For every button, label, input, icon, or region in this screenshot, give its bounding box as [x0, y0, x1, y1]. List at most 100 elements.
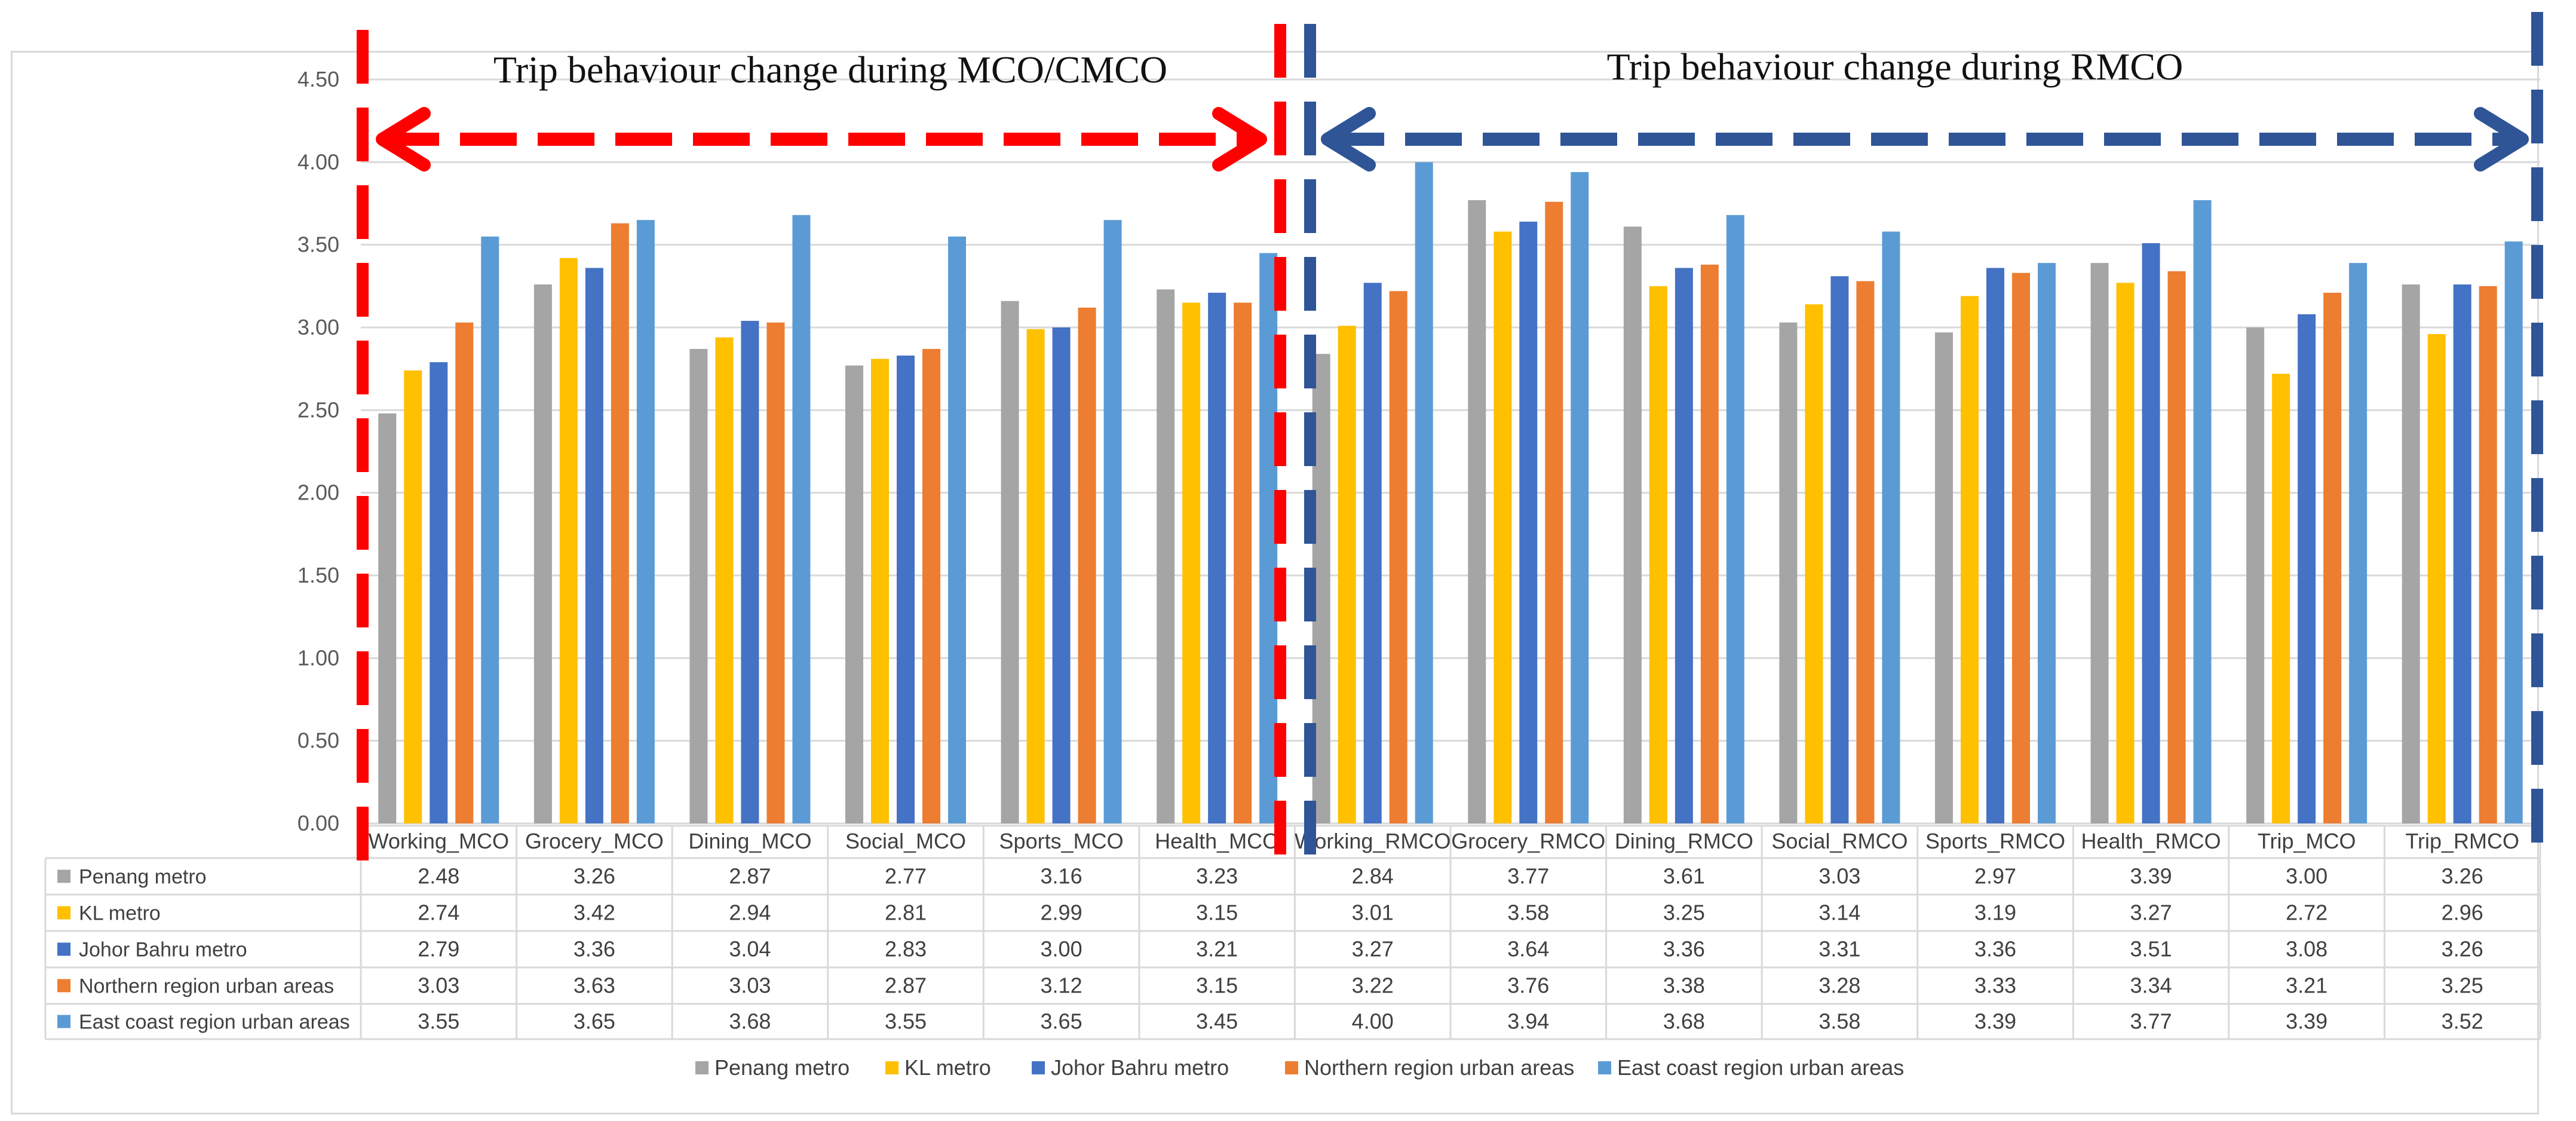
bar [1494, 231, 1512, 823]
data-label: 3.58 [1507, 901, 1549, 925]
bar [1519, 221, 1538, 823]
bar [2090, 263, 2109, 824]
bar [1026, 329, 1045, 823]
table-row-label: Northern region urban areas [79, 975, 334, 998]
bar [2272, 373, 2290, 823]
y-tick-label: 4.00 [298, 149, 339, 174]
bar [1882, 231, 1900, 823]
legend-key-swatch [57, 942, 70, 956]
data-label: 3.39 [2130, 864, 2172, 889]
data-label: 3.21 [2286, 973, 2327, 998]
category-label: Working_RMCO [1295, 829, 1450, 853]
data-label: 3.65 [1041, 1009, 1082, 1034]
bar [1700, 264, 1719, 823]
data-label: 3.27 [2130, 901, 2172, 925]
data-label: 3.36 [1663, 937, 1705, 961]
bar [2349, 263, 2368, 824]
bar [533, 284, 552, 824]
bar [1649, 286, 1667, 823]
bar [1545, 201, 1563, 823]
bar [1856, 281, 1875, 823]
category-label: Sports_RMCO [1925, 829, 2065, 853]
legend-key-swatch [57, 869, 70, 883]
bar [1935, 332, 1953, 823]
data-label: 3.76 [1507, 973, 1549, 998]
bar [1157, 289, 1175, 823]
category-label: Trip_RMCO [2405, 829, 2519, 853]
bar [2427, 334, 2446, 823]
bar [1182, 302, 1201, 823]
data-label: 3.25 [2442, 973, 2483, 998]
data-label: 2.77 [885, 864, 927, 889]
bar [2323, 292, 2342, 823]
data-label: 3.27 [1352, 937, 1394, 961]
bar [1363, 283, 1382, 823]
data-label: 3.08 [2286, 937, 2327, 961]
legend-key-swatch [57, 1015, 70, 1028]
data-label: 3.21 [1196, 937, 1238, 961]
data-label: 3.00 [2286, 864, 2327, 889]
bar [1779, 322, 1798, 823]
data-label: 3.23 [1196, 864, 1238, 889]
data-label: 3.51 [2130, 937, 2172, 961]
bar [1571, 171, 1589, 823]
bar [2246, 327, 2265, 823]
bar [404, 370, 422, 823]
category-label: Working_MCO [369, 829, 509, 853]
legend-key-swatch [57, 979, 70, 993]
legend-swatch [885, 1061, 898, 1074]
data-label: 3.00 [1041, 937, 1082, 961]
data-label: 3.94 [1507, 1009, 1549, 1034]
data-label: 4.00 [1352, 1009, 1394, 1034]
data-label: 3.39 [1974, 1009, 2016, 1034]
bar [378, 413, 397, 823]
data-label: 3.39 [2286, 1009, 2327, 1034]
data-label: 3.36 [1974, 937, 2016, 961]
bar [1986, 268, 2004, 823]
table-row-label: Penang metro [79, 866, 207, 889]
data-label: 2.87 [885, 973, 927, 998]
bar [766, 322, 785, 823]
y-tick-label: 1.50 [298, 563, 339, 587]
bar [1001, 301, 1019, 823]
bar [1961, 296, 1979, 823]
data-label: 2.72 [2286, 901, 2327, 925]
category-label: Grocery_MCO [525, 829, 664, 853]
data-label: 3.19 [1974, 901, 2016, 925]
category-label: Grocery_RMCO [1451, 829, 1605, 853]
category-label: Dining_RMCO [1615, 829, 1753, 853]
data-label: 3.63 [574, 973, 615, 998]
bar [792, 215, 811, 823]
data-label: 3.26 [574, 864, 615, 889]
data-label: 2.99 [1041, 901, 1082, 925]
data-label: 3.26 [2442, 864, 2483, 889]
data-label: 2.74 [418, 901, 459, 925]
mco-phase-title: Trip behaviour change during MCO/CMCO [493, 48, 1167, 91]
legend-label: Johor Bahru metro [1051, 1055, 1229, 1080]
data-label: 3.22 [1352, 973, 1394, 998]
data-label: 3.03 [418, 973, 459, 998]
data-label: 3.45 [1196, 1009, 1238, 1034]
data-label: 2.81 [885, 901, 927, 925]
bar [1338, 326, 1356, 823]
data-label: 3.03 [1818, 864, 1860, 889]
data-label: 3.42 [574, 901, 615, 925]
bar [1208, 292, 1226, 823]
y-tick-label: 1.00 [298, 645, 339, 670]
data-label: 3.77 [2130, 1009, 2172, 1034]
category-label: Health_RMCO [2081, 829, 2221, 853]
bar [1234, 302, 1252, 823]
data-label: 2.94 [729, 901, 771, 925]
legend-label: Penang metro [714, 1055, 850, 1080]
category-label: Social_MCO [845, 829, 966, 853]
y-tick-label: 3.50 [298, 232, 339, 257]
data-label: 3.68 [729, 1009, 771, 1034]
y-tick-label: 0.00 [298, 811, 339, 835]
data-label: 2.83 [885, 937, 927, 961]
data-label: 3.28 [1818, 973, 1860, 998]
bar [1675, 268, 1693, 823]
arrowhead-right [1212, 107, 1267, 171]
legend-swatch [1598, 1061, 1611, 1074]
bar [715, 337, 734, 823]
legend-label: Northern region urban areas [1304, 1055, 1574, 1080]
